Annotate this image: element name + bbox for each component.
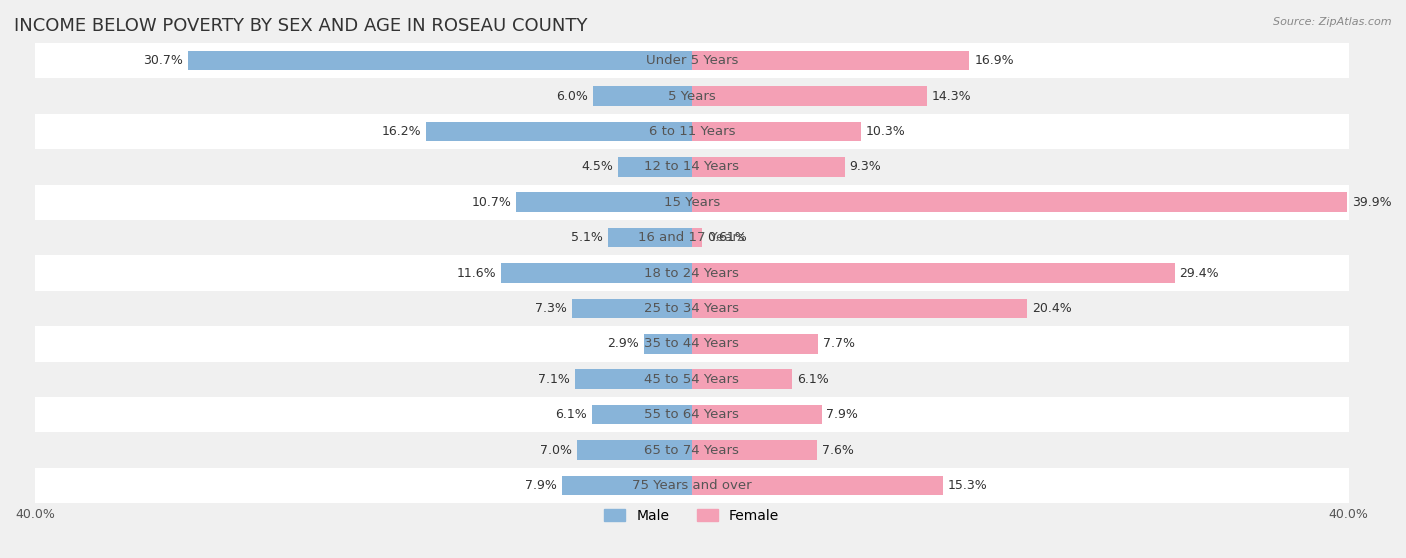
Text: 30.7%: 30.7% [143,54,183,67]
Text: 7.9%: 7.9% [526,479,557,492]
Text: 9.3%: 9.3% [849,160,882,174]
Text: 7.7%: 7.7% [823,338,855,350]
Bar [607,228,692,247]
Text: 6 to 11 Years: 6 to 11 Years [648,125,735,138]
Bar [516,193,692,212]
Text: 65 to 74 Years: 65 to 74 Years [644,444,740,456]
Bar [35,256,1348,291]
Text: 55 to 64 Years: 55 to 64 Years [644,408,740,421]
Text: 6.0%: 6.0% [557,89,588,103]
Bar [35,432,1348,468]
Text: 5.1%: 5.1% [571,231,603,244]
Bar [35,78,1348,114]
Bar [692,228,702,247]
Text: 20.4%: 20.4% [1032,302,1071,315]
Text: 10.3%: 10.3% [866,125,905,138]
Text: 25 to 34 Years: 25 to 34 Years [644,302,740,315]
Text: 39.9%: 39.9% [1353,196,1392,209]
Bar [692,475,943,495]
Bar [576,440,692,460]
Bar [692,157,845,176]
Text: Under 5 Years: Under 5 Years [645,54,738,67]
Bar [692,299,1026,318]
Text: 29.4%: 29.4% [1180,267,1219,280]
Text: 7.6%: 7.6% [821,444,853,456]
Bar [426,122,692,141]
Bar [35,149,1348,185]
Text: 10.7%: 10.7% [471,196,512,209]
Bar [592,405,692,424]
Bar [692,51,969,70]
Text: Source: ZipAtlas.com: Source: ZipAtlas.com [1274,17,1392,27]
Text: 15.3%: 15.3% [948,479,988,492]
Bar [35,362,1348,397]
Bar [593,86,692,105]
Bar [35,326,1348,362]
Text: 16.2%: 16.2% [381,125,420,138]
Text: 7.1%: 7.1% [538,373,571,386]
Bar [692,122,860,141]
Bar [35,114,1348,149]
Bar [35,397,1348,432]
Bar [35,291,1348,326]
Text: 16.9%: 16.9% [974,54,1014,67]
Bar [692,334,818,354]
Text: 45 to 54 Years: 45 to 54 Years [644,373,740,386]
Bar [35,468,1348,503]
Bar [692,440,817,460]
Text: 4.5%: 4.5% [581,160,613,174]
Text: 6.1%: 6.1% [555,408,586,421]
Bar [35,185,1348,220]
Text: INCOME BELOW POVERTY BY SEX AND AGE IN ROSEAU COUNTY: INCOME BELOW POVERTY BY SEX AND AGE IN R… [14,17,588,35]
Text: 12 to 14 Years: 12 to 14 Years [644,160,740,174]
Text: 5 Years: 5 Years [668,89,716,103]
Bar [35,220,1348,256]
Text: 15 Years: 15 Years [664,196,720,209]
Text: 14.3%: 14.3% [932,89,972,103]
Text: 11.6%: 11.6% [457,267,496,280]
Bar [562,475,692,495]
Bar [644,334,692,354]
Text: 7.0%: 7.0% [540,444,572,456]
Bar [692,405,821,424]
Text: 35 to 44 Years: 35 to 44 Years [644,338,740,350]
Bar [692,369,792,389]
Text: 7.3%: 7.3% [536,302,567,315]
Bar [502,263,692,283]
Text: 75 Years and over: 75 Years and over [631,479,752,492]
Text: 7.9%: 7.9% [827,408,858,421]
Bar [575,369,692,389]
Bar [692,263,1174,283]
Bar [692,193,1347,212]
Bar [692,86,927,105]
Bar [572,299,692,318]
Text: 6.1%: 6.1% [797,373,828,386]
Bar [35,43,1348,78]
Text: 18 to 24 Years: 18 to 24 Years [644,267,740,280]
Bar [187,51,692,70]
Text: 0.61%: 0.61% [707,231,747,244]
Bar [617,157,692,176]
Text: 16 and 17 Years: 16 and 17 Years [638,231,745,244]
Legend: Male, Female: Male, Female [599,503,785,528]
Text: 2.9%: 2.9% [607,338,640,350]
